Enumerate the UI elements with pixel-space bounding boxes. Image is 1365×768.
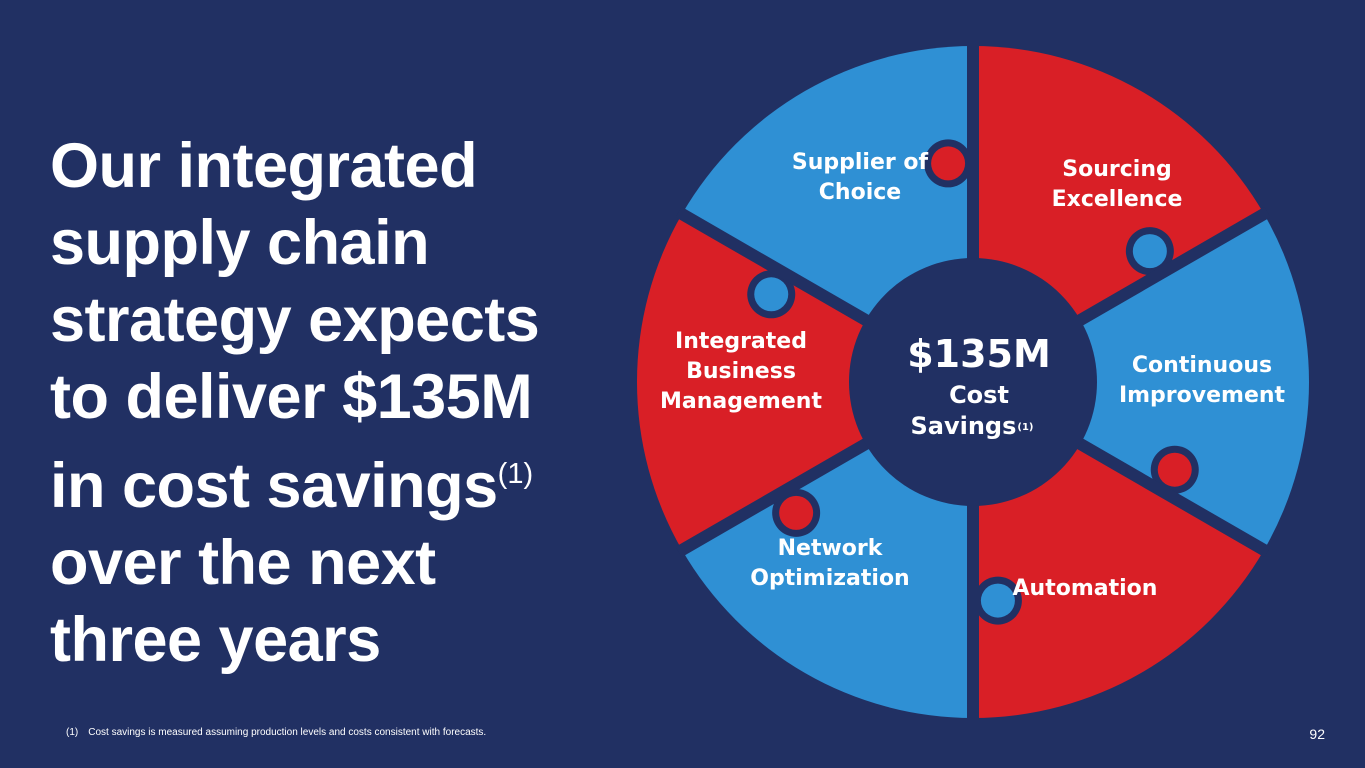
segment-label-line: Automation [1013,576,1158,601]
segment-label-line: Management [660,389,822,414]
headline-line: in cost savings [50,451,498,521]
headline-line-with-footnote: in cost savings(1) [50,436,650,525]
segment-continuous-improvement [973,214,1309,550]
segment-label-continuous-improvement: Continuous Improvement [1119,353,1286,408]
headline-line: Our integrated [50,131,478,201]
puzzle-knob [980,583,1015,618]
puzzle-knob [754,277,789,312]
segment-label-line: Business [686,359,796,384]
segment-integrated-business-management [637,214,973,550]
center-line-2-group: Savings(1) [910,412,1033,440]
segment-label-supplier-of-choice: Supplier of Choice [792,150,929,205]
footnote-marker: (1) [66,727,79,738]
center-hub [849,258,1097,506]
segment-label-line: Supplier of [792,150,929,175]
segment-label-line: Optimization [750,566,909,591]
headline-line: to deliver $135M [50,362,533,432]
segment-label-line: Improvement [1119,383,1286,408]
puzzle-knob [931,146,966,181]
footnote: (1) Cost savings is measured assuming pro… [66,727,486,738]
segment-label-line: Excellence [1052,187,1183,212]
segment-label-line: Sourcing [1062,157,1171,182]
center-footnote-marker: (1) [1017,422,1033,433]
segment-label-line: Integrated [675,329,807,354]
segment-label-line: Network [778,536,884,561]
segment-label-sourcing-excellence: Sourcing Excellence [1052,157,1183,212]
headline-line: supply chain [50,208,430,278]
puzzle-knob [1157,452,1192,487]
center-line-2: Savings [910,412,1016,440]
headline-line: three years [50,605,381,675]
headline-line: strategy expects [50,285,540,355]
segment-label-network-optimization: Network Optimization [750,536,909,591]
headline: Our integrated supply chain strategy exp… [50,128,650,679]
segment-label-automation: Automation [1013,576,1158,601]
headline-line: over the next [50,528,436,598]
segment-label-line: Choice [819,180,901,205]
page-number: 92 [1309,726,1325,742]
segment-label-line: Continuous [1132,353,1272,378]
center-amount: $135M [907,332,1051,376]
puzzle-knob [779,495,814,530]
footnote-text: Cost savings is measured assuming produc… [88,727,487,738]
puzzle-knob [1132,234,1167,269]
headline-footnote-marker: (1) [497,458,534,490]
center-line-1: Cost [949,381,1009,409]
segment-label-integrated-business-management: Integrated Business Management [660,329,822,414]
